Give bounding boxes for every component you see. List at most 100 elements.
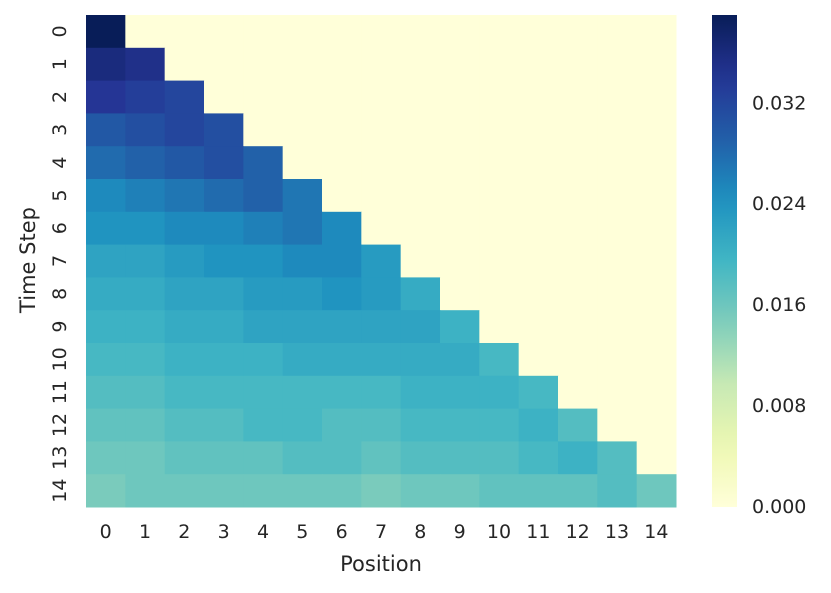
heatmap-cell-r0-c0 — [86, 15, 126, 49]
heatmap-cell-r0-c2 — [164, 15, 205, 49]
heatmap-cell-r8-c12 — [558, 277, 598, 311]
x-tick-label: 8 — [414, 521, 426, 543]
x-tick-label: 10 — [487, 521, 511, 543]
heatmap-cell-r7-c11 — [518, 244, 559, 278]
heatmap-cell-r3-c9 — [440, 113, 480, 147]
heatmap-cell-r3-c7 — [361, 113, 402, 147]
heatmap-cell-r11-c8 — [400, 375, 441, 410]
heatmap-cell-r0-c4 — [243, 15, 284, 49]
heatmap-cell-r10-c3 — [204, 343, 244, 377]
heatmap-cell-r5-c10 — [479, 179, 520, 213]
y-tick-label: 1 — [49, 58, 71, 70]
x-tick-label: 0 — [100, 521, 112, 543]
y-tick-label: 6 — [49, 222, 71, 234]
heatmap-cell-r9-c7 — [361, 310, 402, 344]
heatmap-cell-r0-c10 — [479, 15, 520, 49]
heatmap-cell-r5-c12 — [558, 179, 598, 213]
heatmap-cell-r12-c12 — [558, 408, 598, 442]
heatmap-cell-r6-c0 — [86, 211, 126, 246]
x-tick-label: 14 — [644, 521, 668, 543]
x-axis-label: Position — [340, 552, 422, 576]
heatmap-cell-r14-c9 — [440, 474, 480, 508]
heatmap-cell-r10-c11 — [518, 343, 559, 377]
heatmap-cell-r1-c5 — [282, 47, 323, 82]
heatmap-cell-r8-c6 — [322, 277, 362, 311]
heatmap-cell-r13-c2 — [164, 441, 205, 475]
heatmap-cell-r2-c0 — [86, 80, 126, 114]
heatmap-cell-r9-c10 — [479, 310, 520, 344]
heatmap-cell-r9-c0 — [86, 310, 126, 344]
heatmap-cell-r0-c12 — [558, 15, 598, 49]
heatmap-cell-r14-c14 — [636, 474, 677, 508]
heatmap-cell-r0-c6 — [322, 15, 362, 49]
y-tick-label: 7 — [49, 255, 71, 267]
heatmap-cell-r8-c8 — [400, 277, 441, 311]
heatmap-cell-r3-c5 — [282, 113, 323, 147]
heatmap-cell-r14-c7 — [361, 474, 402, 508]
heatmap-cell-r5-c2 — [164, 179, 205, 213]
heatmap-cell-r6-c12 — [558, 211, 598, 246]
x-tick-label: 7 — [375, 521, 387, 543]
heatmap-cell-r2-c6 — [322, 80, 362, 114]
heatmap-cell-r0-c8 — [400, 15, 441, 49]
heatmap-cell-r2-c11 — [518, 80, 559, 114]
heatmap-cell-r8-c9 — [440, 277, 480, 311]
heatmap-cell-r6-c13 — [597, 211, 638, 246]
heatmap-cell-r10-c12 — [558, 343, 598, 377]
heatmap-cells — [86, 15, 677, 508]
y-tick-label: 11 — [49, 380, 71, 404]
heatmap-cell-r10-c13 — [597, 343, 638, 377]
colorbar-tick-label: 0.032 — [752, 92, 806, 114]
heatmap-cell-r8-c3 — [204, 277, 244, 311]
heatmap-cell-r12-c7 — [361, 408, 402, 442]
heatmap-cell-r6-c14 — [636, 211, 677, 246]
heatmap-cell-r11-c7 — [361, 375, 402, 410]
heatmap-cell-r6-c2 — [164, 211, 205, 246]
heatmap-cell-r5-c7 — [361, 179, 402, 213]
y-tick-label: 14 — [49, 479, 71, 503]
heatmap-cell-r13-c8 — [400, 441, 441, 475]
heatmap-cell-r8-c10 — [479, 277, 520, 311]
heatmap-cell-r7-c8 — [400, 244, 441, 278]
heatmap-cell-r13-c13 — [597, 441, 638, 475]
heatmap-cell-r11-c1 — [125, 375, 166, 410]
heatmap-cell-r3-c11 — [518, 113, 559, 147]
heatmap-cell-r1-c13 — [597, 47, 638, 82]
heatmap-cell-r10-c6 — [322, 343, 362, 377]
heatmap-cell-r5-c3 — [204, 179, 244, 213]
colorbar-tick-label: 0.024 — [752, 193, 806, 215]
heatmap-cell-r14-c5 — [282, 474, 323, 508]
heatmap-cell-r11-c6 — [322, 375, 362, 410]
heatmap-cell-r1-c6 — [322, 47, 362, 82]
heatmap-cell-r0-c11 — [518, 15, 559, 49]
heatmap-cell-r4-c0 — [86, 146, 126, 180]
heatmap-cell-r5-c8 — [400, 179, 441, 213]
heatmap-cell-r14-c13 — [597, 474, 638, 508]
heatmap-cell-r8-c7 — [361, 277, 402, 311]
x-tick-label: 12 — [566, 521, 590, 543]
heatmap-cell-r13-c12 — [558, 441, 598, 475]
heatmap-cell-r1-c4 — [243, 47, 284, 82]
heatmap-cell-r14-c8 — [400, 474, 441, 508]
heatmap-cell-r10-c9 — [440, 343, 480, 377]
heatmap-cell-r3-c4 — [243, 113, 284, 147]
heatmap-cell-r4-c2 — [164, 146, 205, 180]
heatmap-cell-r1-c1 — [125, 47, 166, 82]
heatmap-cell-r9-c14 — [636, 310, 677, 344]
heatmap-cell-r13-c3 — [204, 441, 244, 475]
heatmap-cell-r7-c3 — [204, 244, 244, 278]
heatmap-cell-r2-c2 — [164, 80, 205, 114]
y-tick-label: 8 — [49, 288, 71, 300]
heatmap-cell-r10-c8 — [400, 343, 441, 377]
heatmap-cell-r13-c7 — [361, 441, 402, 475]
heatmap-cell-r1-c12 — [558, 47, 598, 82]
heatmap-cell-r8-c11 — [518, 277, 559, 311]
y-axis-label: Time Step — [16, 207, 40, 314]
x-tick-label: 1 — [139, 521, 151, 543]
heatmap-cell-r9-c8 — [400, 310, 441, 344]
heatmap-cell-r3-c3 — [204, 113, 244, 147]
heatmap-cell-r3-c0 — [86, 113, 126, 147]
heatmap-cell-r11-c14 — [636, 375, 677, 410]
